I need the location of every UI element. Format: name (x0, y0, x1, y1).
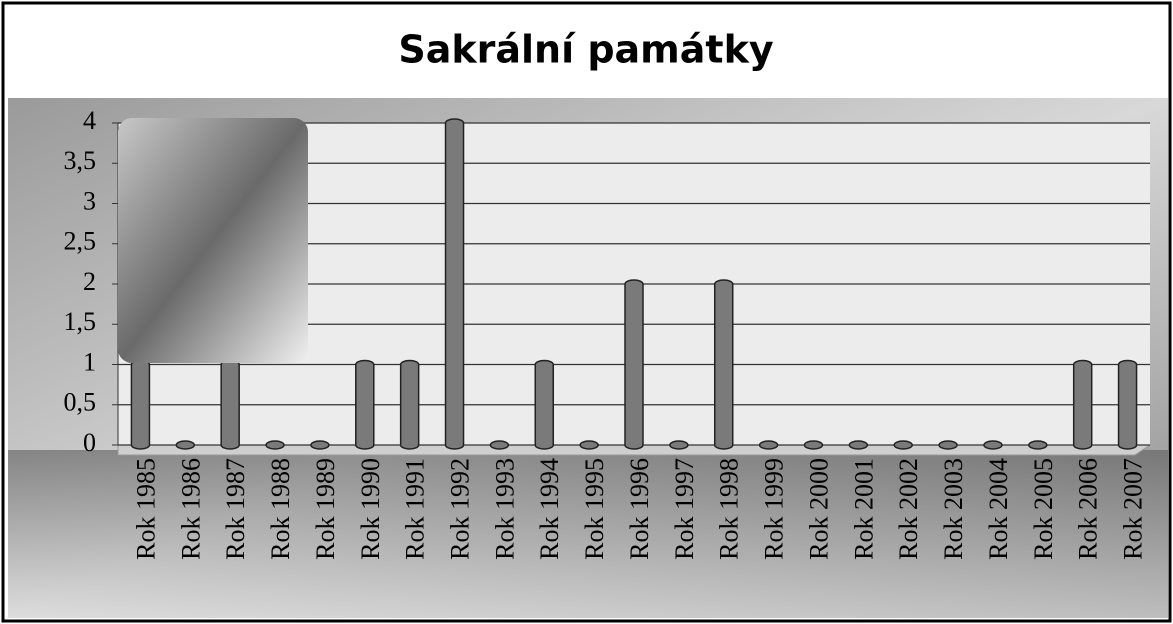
x-tick-label: Rok 1990 (356, 458, 385, 560)
x-tick-label: Rok 1993 (490, 458, 519, 560)
bar (804, 441, 822, 449)
x-tick-label: Rok 2007 (1119, 458, 1148, 560)
bar (446, 119, 464, 449)
bar (849, 441, 867, 449)
y-tick-label: 1 (83, 347, 96, 376)
bar (535, 361, 553, 450)
bar (266, 441, 284, 449)
x-tick-label: Rok 2003 (939, 458, 968, 560)
x-tick-label: Rok 2000 (804, 458, 833, 560)
x-tick-label: Rok 1997 (670, 458, 699, 560)
x-tick-label: Rok 1987 (221, 458, 250, 560)
bar (580, 441, 598, 449)
x-tick-label: Rok 1998 (715, 458, 744, 560)
bar (715, 280, 733, 449)
bar (131, 361, 149, 450)
x-tick-label: Rok 2001 (849, 458, 878, 560)
x-tick-label: Rok 2002 (894, 458, 923, 560)
bar (1029, 441, 1047, 449)
x-tick-label: Rok 2004 (984, 458, 1013, 560)
x-tick-label: Rok 1999 (760, 458, 789, 560)
x-tick-label: Rok 1994 (535, 458, 564, 560)
x-tick-label: Rok 2005 (1029, 458, 1058, 560)
x-tick-label: Rok 1985 (131, 458, 160, 560)
bar (1119, 361, 1137, 450)
y-tick-label: 2,5 (64, 227, 97, 256)
y-tick-label: 1,5 (64, 307, 97, 336)
bar (401, 361, 419, 450)
bar (311, 441, 329, 449)
y-tick-label: 3 (83, 186, 96, 215)
chart-title: Sakrální památky (398, 28, 774, 72)
x-tick-label: Rok 1996 (625, 458, 654, 560)
x-tick-label: Rok 1992 (445, 458, 474, 560)
y-tick-label: 0 (83, 428, 96, 457)
bar (176, 441, 194, 449)
x-tick-label: Rok 1989 (311, 458, 340, 560)
x-tick-label: Rok 1991 (401, 458, 430, 560)
x-tick-label: Rok 1988 (266, 458, 295, 560)
x-tick-label: Rok 2006 (1074, 458, 1103, 560)
y-tick-label: 4 (83, 106, 96, 135)
chart: Sakrální památky 0 0,5 1 1,5 2 2,5 3 3,5 4 Rok 19… (0, 0, 1173, 624)
bar (625, 280, 643, 449)
bar (356, 361, 374, 450)
bar (670, 441, 688, 449)
bar (894, 441, 912, 449)
bar (490, 441, 508, 449)
bar (1074, 361, 1092, 450)
bar (939, 441, 957, 449)
photo (118, 118, 308, 363)
bar (760, 441, 778, 449)
bar (984, 441, 1002, 449)
x-tick-label: Rok 1995 (580, 458, 609, 560)
y-tick-label: 0,5 (64, 388, 97, 417)
bar (221, 361, 239, 450)
y-tick-label: 3,5 (64, 146, 97, 175)
x-tick-label: Rok 1986 (176, 458, 205, 560)
y-tick-label: 2 (83, 267, 96, 296)
